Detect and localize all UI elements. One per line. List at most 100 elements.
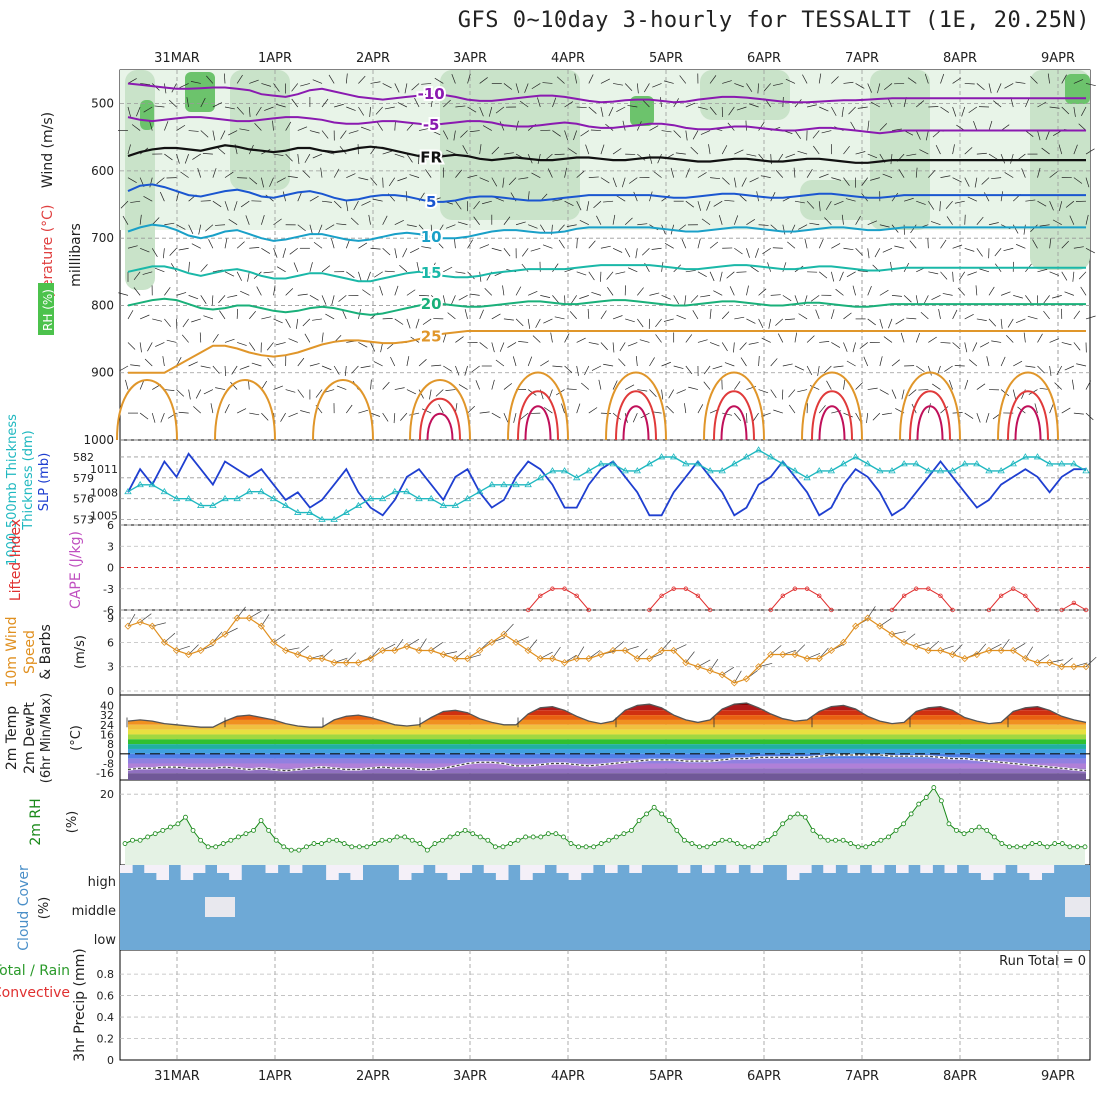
wind-barb (588, 240, 596, 249)
wind-barb (867, 153, 878, 159)
wind-barb (406, 289, 416, 296)
wind-barb (758, 288, 767, 296)
wind-barb (358, 242, 368, 249)
rh-point (818, 834, 823, 840)
wind-barb (574, 73, 578, 84)
wind-barb (300, 83, 310, 87)
rh-point (387, 837, 392, 843)
wind-speed-point (839, 638, 848, 646)
wind-barb (1037, 167, 1041, 178)
wind-barb (418, 389, 424, 399)
thickness-point (1033, 453, 1042, 460)
wind-barb (784, 318, 795, 321)
wind-barb (972, 342, 978, 352)
slp-series (127, 452, 1086, 517)
wind-barb (1004, 83, 1014, 89)
wind-barb (740, 357, 747, 367)
wind-barb (879, 123, 888, 131)
wind-barb (475, 380, 480, 390)
wind-barb (661, 130, 672, 133)
wind-barb (422, 318, 432, 325)
wind-barb (531, 83, 541, 90)
wind-barb (370, 247, 381, 250)
wind-barb (915, 130, 921, 140)
wind-barb (261, 83, 272, 87)
wind-barb (697, 172, 707, 178)
wind-barb (515, 286, 522, 296)
thickness-point (294, 508, 302, 515)
wind-barb (127, 106, 131, 117)
contour-label: 20 (421, 295, 442, 313)
wind-barb (1049, 365, 1052, 376)
wind-barb (1085, 177, 1090, 188)
thickness-point (233, 494, 241, 502)
wind-barb (236, 241, 245, 249)
wind-barb (690, 146, 699, 155)
temperature-contour (409, 379, 471, 441)
wind-barb (709, 342, 720, 347)
wind-barb (700, 130, 711, 135)
rh-point (432, 841, 438, 846)
wind-barb (362, 289, 371, 296)
wind-barb (276, 266, 286, 273)
wind-barb (188, 295, 199, 300)
wind-barb (612, 214, 616, 225)
precip-tick: 0.8 (97, 968, 115, 981)
wind-barb (882, 173, 893, 178)
wind-barb (491, 342, 495, 353)
wind-barb (518, 177, 529, 180)
thickness-point (463, 494, 472, 502)
wind-barb (685, 365, 693, 375)
wind-barb (502, 285, 505, 296)
wind-barb (1015, 81, 1026, 84)
rh-point (704, 844, 710, 850)
wind-barb (442, 130, 449, 140)
wind-barb (479, 342, 488, 349)
thickness-point (718, 467, 726, 474)
wind-barb (831, 309, 835, 320)
wind-barb (758, 389, 769, 394)
wind-barb (588, 271, 595, 281)
wind-speed-point (573, 655, 581, 663)
wind-barb (660, 97, 662, 108)
wind-barb (353, 201, 359, 211)
thickness-point (985, 467, 993, 474)
wind-barb (721, 145, 728, 155)
wind-barb (603, 363, 614, 367)
wind-barb (394, 318, 404, 325)
wind-barb (697, 404, 704, 414)
wind-barb (309, 195, 319, 202)
wind-barb (464, 309, 468, 319)
rh-point (304, 844, 309, 850)
thickness-point (136, 480, 144, 488)
wind-barb (136, 106, 141, 117)
wind-barb (1058, 144, 1063, 155)
wind-barb (164, 389, 175, 391)
wind-barb (920, 311, 929, 320)
wind-barb (637, 287, 644, 296)
wind-barb (544, 407, 553, 414)
thickness-point (706, 467, 714, 474)
wind-barb (906, 153, 917, 157)
temperature-contour (909, 390, 951, 441)
wind-barb (261, 316, 272, 320)
wind-barb (637, 153, 646, 161)
rh-point (266, 827, 272, 833)
rh-point (530, 834, 536, 840)
wind-barb (237, 177, 248, 179)
wind-barb (741, 177, 747, 187)
rh-point (576, 844, 581, 850)
wind-barb (670, 167, 675, 178)
wind-barb (870, 101, 881, 108)
lifted-point (574, 593, 579, 599)
thickness-point (354, 501, 363, 509)
wind-barb (1013, 295, 1023, 299)
wind-barb (429, 389, 432, 400)
wind-barb (568, 148, 577, 155)
wind-barb (1034, 403, 1038, 414)
wind-barb (518, 341, 529, 343)
wind-barb (203, 389, 214, 395)
wind-barb (952, 244, 963, 249)
cloud-gap (120, 865, 133, 873)
wind-barb (358, 409, 369, 414)
